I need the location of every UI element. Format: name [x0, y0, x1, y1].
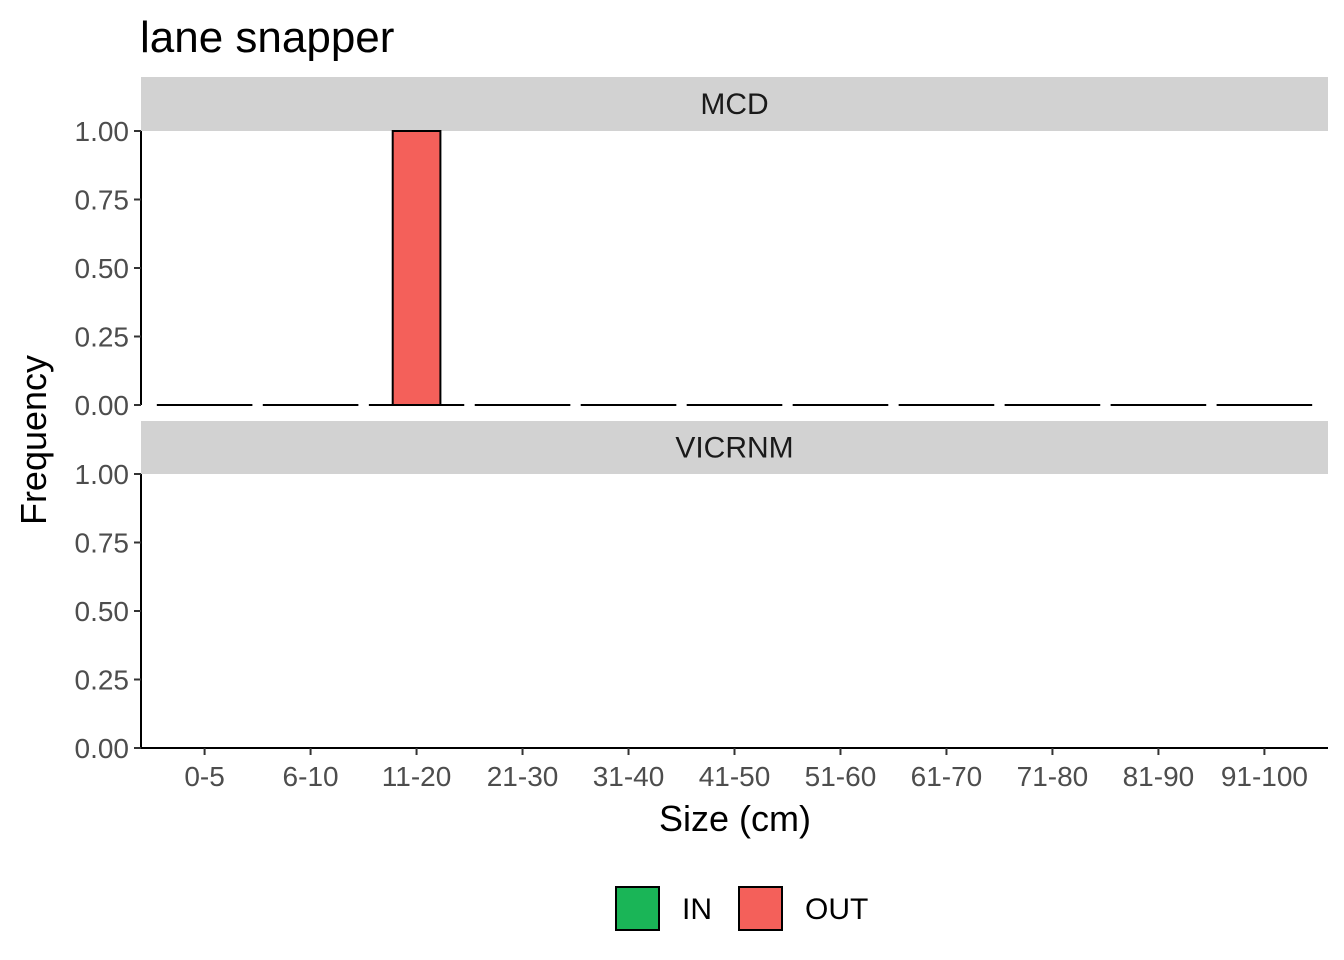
facet-panels: MCD 0.00 0.25 0.50 0.75 1.00 VICRNM 0.00 0.25 0.5…: [75, 77, 1328, 764]
x-axis-title: Size (cm): [659, 798, 811, 839]
y-tick-label: 0.25: [75, 665, 130, 696]
legend-key-out: [738, 886, 783, 931]
facet-panel-mcd: MCD 0.00 0.25 0.50 0.75 1.00: [75, 77, 1328, 421]
y-tick-label: 0.75: [75, 528, 130, 559]
legend-label-out: OUT: [805, 893, 868, 926]
y-tick-label: 0.25: [75, 322, 130, 353]
y-tick-label: 0.50: [75, 596, 130, 627]
x-tick-label: 6-10: [283, 761, 339, 792]
bar-out-11-20: [391, 130, 442, 406]
y-tick-label: 0.75: [75, 185, 130, 216]
y-tick-label: 1.00: [75, 459, 130, 490]
strip-label: MCD: [700, 88, 768, 121]
x-tick-label: 41-50: [699, 761, 771, 792]
x-tick-label: 61-70: [911, 761, 983, 792]
y-tick-label: 0.00: [75, 733, 130, 764]
chart-title: lane snapper: [140, 13, 394, 62]
x-tick-label: 91-100: [1221, 761, 1308, 792]
x-tick-label: 0-5: [184, 761, 224, 792]
x-tick-label: 71-80: [1017, 761, 1089, 792]
x-tick-label: 81-90: [1123, 761, 1195, 792]
legend: IN OUT: [615, 886, 868, 931]
strip-background: [141, 77, 1328, 131]
strip-background: [141, 421, 1328, 474]
facet-panel-vicrnm: VICRNM 0.00 0.25 0.50 0.75 1.00: [75, 421, 1328, 764]
x-tick-label: 51-60: [805, 761, 877, 792]
y-tick-label: 0.50: [75, 253, 130, 284]
strip-label: VICRNM: [675, 432, 793, 465]
x-axis: 0-5 6-10 11-20 21-30 31-40 41-50 51-60 61-70 71-…: [141, 747, 1328, 792]
legend-key-in: [615, 886, 660, 931]
y-tick-label: 0.00: [75, 390, 130, 421]
x-tick-label: 21-30: [487, 761, 559, 792]
y-tick-label: 1.00: [75, 116, 130, 147]
x-tick-label: 11-20: [382, 761, 452, 792]
x-tick-label: 31-40: [593, 761, 665, 792]
y-axis-title: Frequency: [13, 355, 54, 525]
legend-label-in: IN: [682, 893, 712, 926]
